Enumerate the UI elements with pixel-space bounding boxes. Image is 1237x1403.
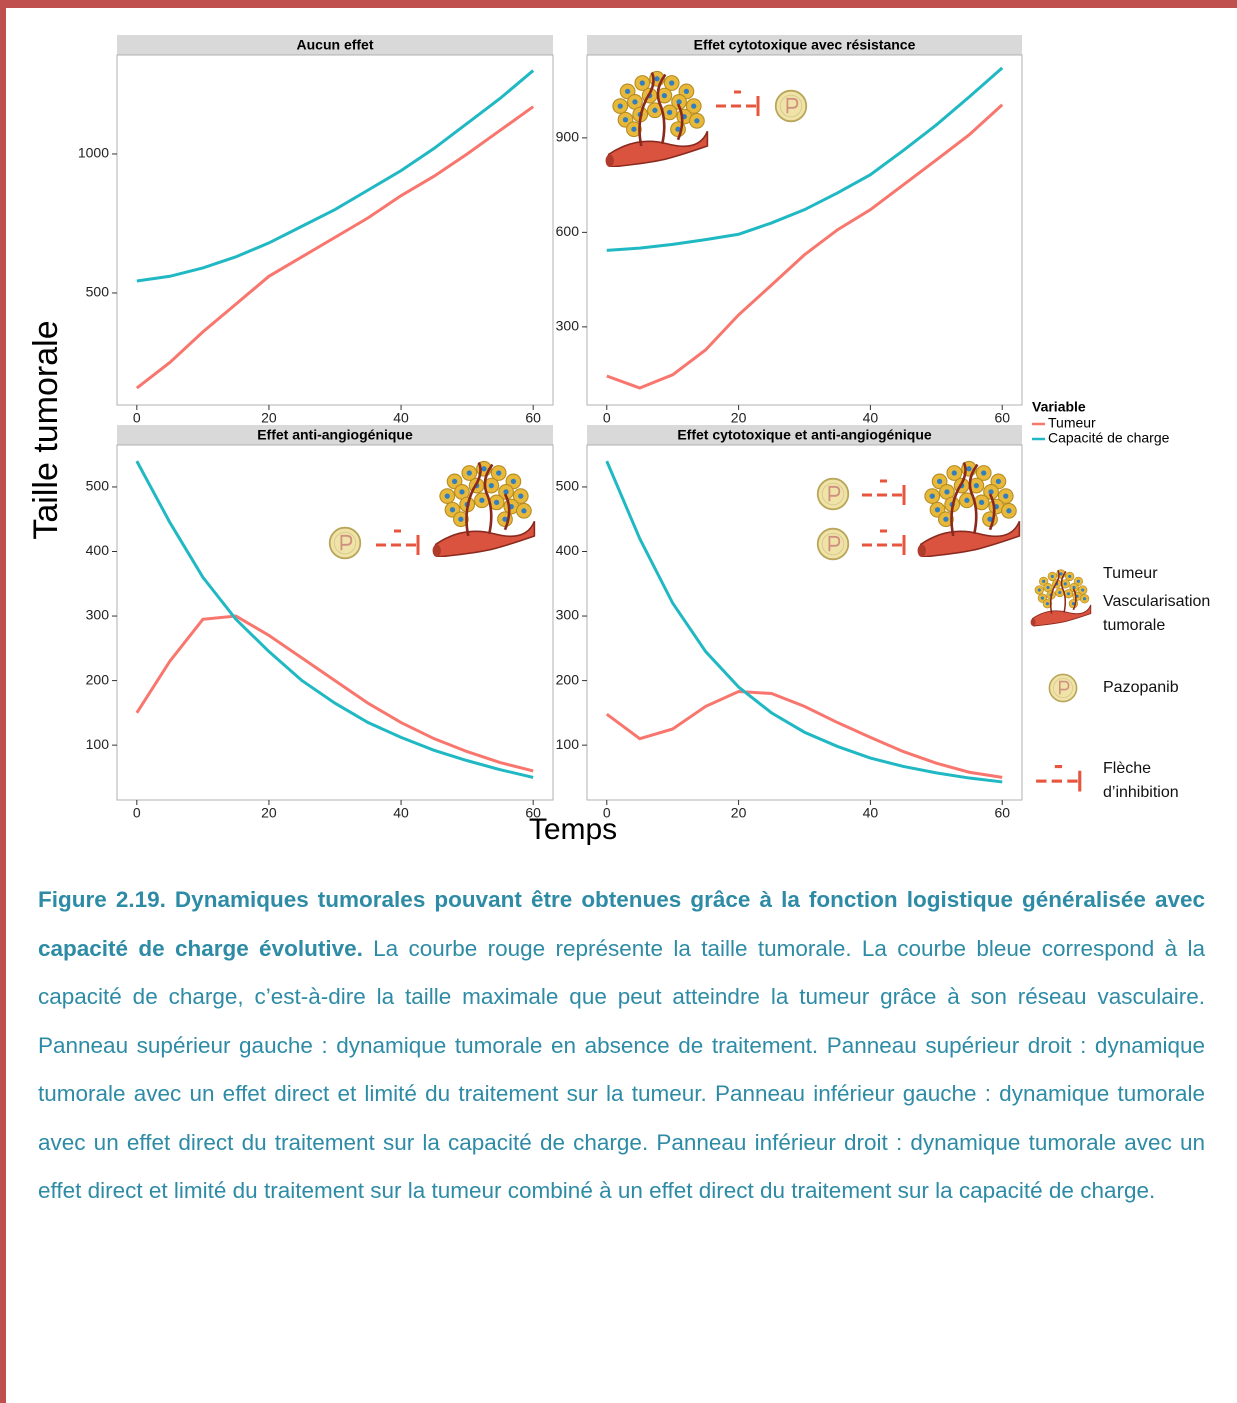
chart: Taille tumorale Temps Variable Tumeur Ca… (27, 35, 1170, 846)
legend-label: Tumeur (1048, 415, 1096, 431)
x-tick-label: 0 (133, 805, 141, 821)
x-tick-label: 0 (133, 410, 141, 426)
x-tick-label: 40 (863, 805, 879, 821)
x-tick-label: 0 (603, 805, 611, 821)
y-tick-label: 100 (86, 736, 110, 752)
series-line (135, 460, 534, 779)
border-left (0, 0, 6, 1403)
pill-icon (816, 477, 850, 511)
legend-label: Capacité de charge (1048, 430, 1170, 446)
strip (117, 425, 553, 445)
x-tick-label: 60 (994, 410, 1010, 426)
x-tick-label: 60 (525, 410, 541, 426)
panel-title: Effet anti-angiogénique (257, 427, 413, 443)
strip (587, 425, 1022, 445)
y-axis-title: Taille tumorale (27, 320, 65, 539)
inhibition-icon (1034, 764, 1082, 794)
panel-title: Effet cytotoxique avec résistance (694, 37, 916, 53)
x-tick-label: 20 (261, 410, 277, 426)
y-tick-label: 400 (86, 542, 110, 558)
strip (117, 35, 553, 55)
y-tick-label: 300 (556, 607, 580, 623)
series-line (136, 69, 535, 283)
y-tick-label: 400 (556, 542, 580, 558)
x-tick-label: 60 (994, 805, 1010, 821)
pill-icon (774, 89, 808, 123)
series-line (605, 690, 1003, 779)
y-tick-label: 1000 (78, 145, 109, 161)
x-axis-title: Temps (529, 813, 617, 846)
y-tick-label: 500 (86, 478, 110, 494)
strip (587, 35, 1022, 55)
x-tick-label: 40 (393, 410, 409, 426)
legend-title: Variable (1032, 399, 1086, 415)
icon-legend-label: Flèche d’inhibition (1103, 760, 1179, 801)
icon-legend-label: Vascularisation tumorale (1103, 593, 1211, 634)
border-top (0, 0, 1237, 8)
y-tick-label: 100 (556, 736, 580, 752)
x-tick-label: 60 (525, 805, 541, 821)
pill-icon (1048, 673, 1078, 703)
icon-legend-label: Tumeur (1103, 565, 1158, 582)
series-line (606, 103, 1004, 390)
panel-title: Aucun effet (297, 37, 374, 53)
x-tick-label: 40 (863, 410, 879, 426)
x-tick-label: 20 (731, 805, 747, 821)
y-tick-label: 300 (556, 318, 580, 334)
pill-icon (328, 526, 362, 560)
y-tick-label: 200 (86, 671, 110, 687)
series-line (135, 614, 534, 773)
x-tick-label: 0 (603, 410, 611, 426)
tumor-icon (1030, 568, 1092, 627)
icon-legend-label: Pazopanib (1103, 679, 1179, 696)
series-line (135, 105, 535, 390)
y-tick-label: 300 (86, 607, 110, 623)
x-tick-label: 20 (731, 410, 747, 426)
y-tick-label: 500 (86, 284, 110, 300)
caption-text: La courbe rouge représente la taille tum… (38, 935, 1205, 1204)
series-line (606, 66, 1004, 252)
y-tick-label: 600 (556, 223, 580, 239)
caption: Figure 2.19. Dynamiques tumorales pouvan… (38, 876, 1205, 1216)
series-line (605, 460, 1003, 784)
x-tick-label: 40 (393, 805, 409, 821)
y-tick-label: 500 (556, 478, 580, 494)
caption-label: Figure 2.19. Dynamiques tumorales pouvan… (38, 887, 1205, 961)
y-tick-label: 200 (556, 671, 580, 687)
panel-title: Effet cytotoxique et anti-angiogénique (677, 427, 932, 443)
x-tick-label: 20 (261, 805, 277, 821)
pill-icon (816, 527, 850, 561)
y-tick-label: 900 (556, 129, 580, 145)
